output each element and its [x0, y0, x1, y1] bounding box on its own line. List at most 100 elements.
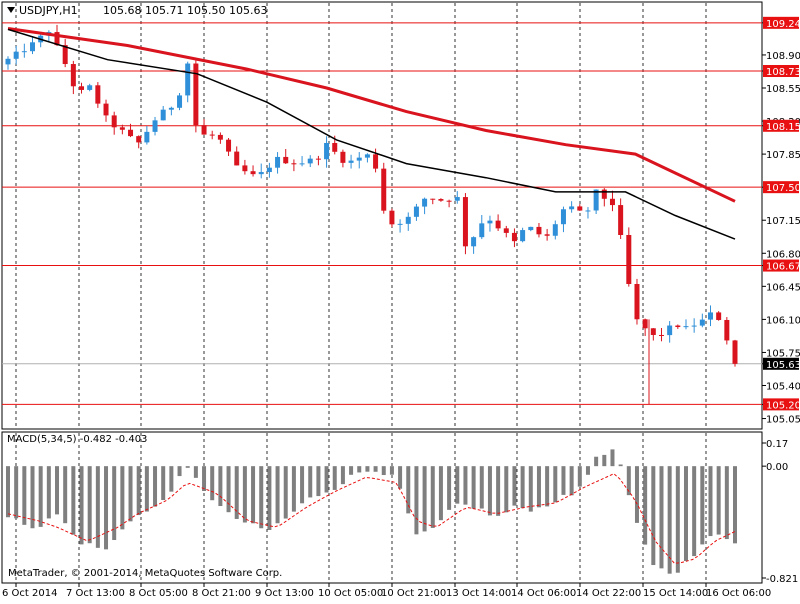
price-tick-label: 107.15	[766, 216, 800, 227]
macd-bar	[602, 454, 607, 467]
candle	[569, 201, 575, 213]
current-price-label: 105.63	[766, 360, 800, 371]
candle-body	[54, 32, 60, 46]
candle-body	[119, 127, 125, 130]
macd-bar	[438, 466, 443, 521]
level-label: 107.50	[766, 183, 800, 194]
candle	[348, 154, 354, 169]
candle-body	[405, 216, 411, 224]
candle	[471, 236, 477, 254]
candle	[691, 318, 697, 333]
candle-body	[87, 85, 93, 90]
candle-body	[389, 210, 395, 225]
macd-bar	[618, 464, 623, 467]
candle-body	[471, 237, 477, 247]
candle	[111, 111, 117, 135]
level-label-bg	[763, 181, 799, 194]
macd-bar	[63, 466, 68, 524]
candle-body	[716, 312, 722, 320]
candle	[324, 136, 330, 168]
candle-body	[291, 163, 297, 165]
candle	[536, 222, 542, 238]
candle-body	[168, 107, 174, 110]
candle-body	[626, 235, 632, 284]
candle	[585, 207, 591, 219]
candle	[495, 214, 501, 231]
macd-bar	[210, 466, 215, 501]
macd-bar	[300, 466, 305, 504]
candle	[258, 163, 264, 179]
candle-body	[226, 139, 232, 152]
candle	[275, 152, 281, 174]
macd-tick-label: -0.821	[766, 574, 798, 585]
candle-body	[356, 157, 362, 161]
triangle-down-icon[interactable]	[7, 7, 15, 13]
candle	[5, 56, 11, 70]
candle	[618, 198, 624, 239]
candle	[724, 317, 730, 345]
candle-body	[511, 232, 517, 242]
candle	[168, 106, 174, 116]
candle	[479, 215, 485, 240]
macd-bar	[14, 466, 19, 519]
macd-bar	[71, 466, 76, 535]
macd-bar	[95, 466, 100, 548]
macd-bar	[585, 466, 590, 475]
macd-bar	[46, 466, 51, 519]
candle	[70, 60, 76, 95]
candle	[389, 208, 395, 228]
candle-body	[234, 151, 240, 166]
candle	[503, 225, 509, 238]
candle-body	[242, 165, 248, 172]
symbol-label: USDJPY,H1	[19, 4, 78, 17]
candle-body	[683, 326, 689, 328]
level-label-bg	[763, 119, 799, 132]
macd-bar	[153, 466, 158, 507]
candle	[307, 155, 313, 168]
candle-body	[373, 154, 379, 169]
level-label-bg	[763, 65, 799, 77]
macd-bar	[234, 466, 239, 519]
time-tick-label: 10 Oct 05:00	[318, 588, 383, 599]
candle	[95, 82, 101, 108]
macd-bar	[447, 466, 452, 510]
macd-bar	[275, 466, 280, 524]
price-axis: 109.24108.90108.73108.55108.20108.15107.…	[762, 16, 800, 426]
candle-body	[634, 283, 640, 320]
macd-bar	[218, 466, 223, 507]
macd-bar	[708, 466, 713, 537]
candle	[699, 313, 705, 328]
macd-bar	[120, 466, 125, 530]
macd-bar	[504, 466, 509, 513]
macd-tick-label: 0.00	[766, 462, 788, 473]
candle-body	[487, 220, 493, 224]
candle	[642, 318, 648, 337]
macd-bar	[536, 466, 541, 508]
macd-bar	[528, 466, 533, 512]
candle-body	[324, 142, 330, 160]
candle-body	[315, 158, 321, 160]
candle	[707, 305, 713, 327]
candle	[528, 226, 534, 232]
macd-bar	[430, 466, 435, 528]
candle-body	[446, 200, 452, 202]
macd-bar	[251, 466, 256, 524]
macd-bar	[308, 466, 313, 498]
macd-bar	[291, 466, 296, 512]
candle-body	[79, 86, 85, 90]
candle	[675, 324, 681, 329]
candle	[422, 197, 428, 215]
macd-bar	[79, 466, 84, 545]
candle-body	[642, 319, 648, 329]
macd-bar	[553, 466, 558, 503]
candle-body	[21, 51, 27, 53]
macd-bar	[112, 466, 117, 541]
macd-bar	[340, 466, 345, 485]
macd-bar	[136, 466, 141, 516]
time-tick-label: 7 Oct 13:00	[66, 588, 125, 599]
level-label-bg	[763, 398, 799, 411]
macd-bar	[283, 466, 288, 519]
candle	[593, 189, 599, 215]
